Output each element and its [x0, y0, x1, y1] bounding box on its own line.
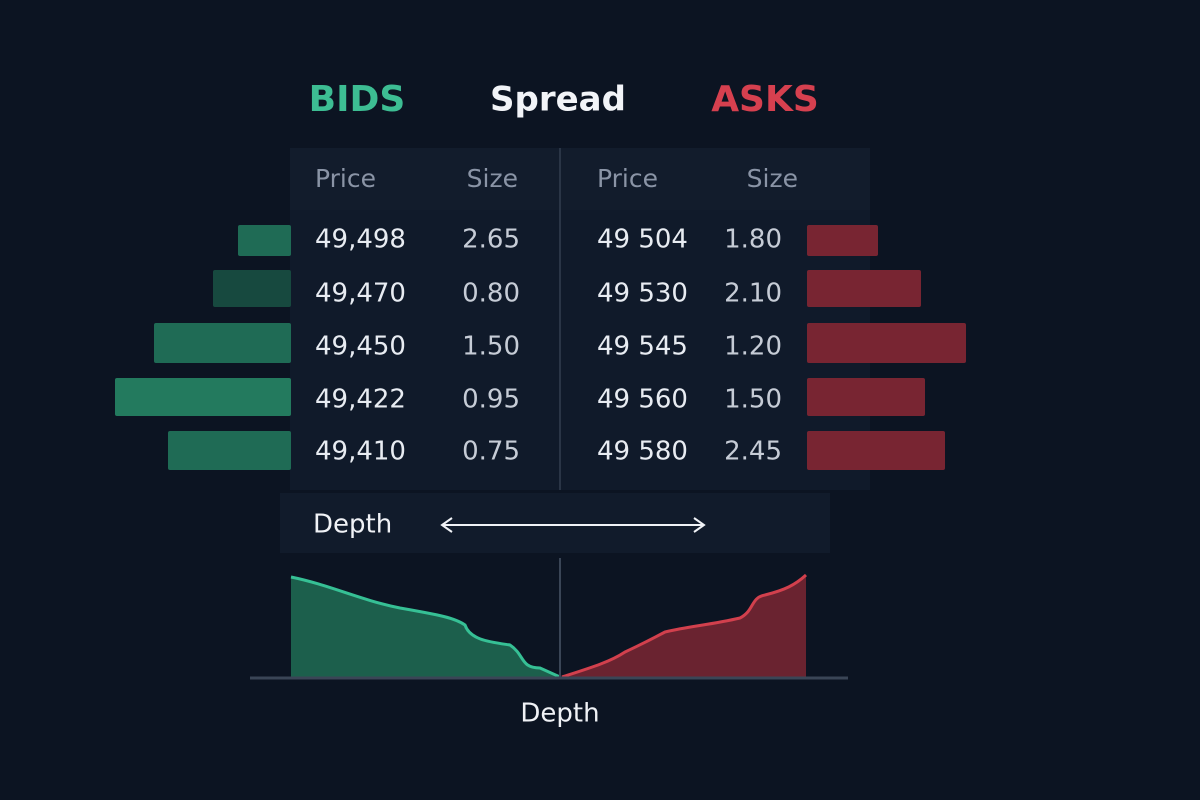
depth-label: Depth	[313, 510, 392, 540]
bid-bar	[154, 323, 291, 363]
depth-arrow	[440, 517, 706, 533]
price: 49,498	[315, 225, 406, 255]
column-header: Price	[597, 164, 658, 193]
bid-bar	[115, 378, 291, 416]
price: 49 530	[597, 279, 688, 309]
rows: 49,498 2.65 49,470 0.80 49,450 1.50 49,422 0.95…	[315, 225, 782, 467]
price: 49,470	[315, 279, 406, 309]
size: 1.20	[724, 332, 782, 362]
size: 0.80	[462, 279, 520, 309]
ask-bar	[807, 378, 925, 416]
bid-depth-area	[291, 577, 560, 677]
column-header: Size	[747, 164, 798, 193]
bid-bars	[115, 225, 291, 470]
depth-chart-label: Depth	[520, 699, 599, 729]
asks-title: ASKS	[711, 79, 819, 120]
size: 1.50	[462, 332, 520, 362]
bids-title: BIDS	[309, 79, 406, 120]
ask-bar	[807, 323, 966, 363]
size: 0.95	[462, 385, 520, 415]
size: 1.80	[724, 225, 782, 255]
ask-bars	[807, 225, 966, 470]
size: 2.65	[462, 225, 520, 255]
price: 49 504	[597, 225, 688, 255]
ask-depth-line	[561, 573, 808, 679]
bid-depth-line	[290, 575, 561, 679]
price: 49 560	[597, 385, 688, 415]
bid-bar	[238, 225, 291, 256]
size: 0.75	[462, 437, 520, 467]
ask-depth-area	[562, 575, 806, 677]
column-header: Price	[315, 164, 376, 193]
price: 49 545	[597, 332, 688, 362]
price: 49,422	[315, 385, 406, 415]
ask-bar	[807, 270, 921, 307]
depth-strip	[280, 493, 830, 553]
table-header-row	[290, 148, 870, 210]
column-header: Size	[467, 164, 518, 193]
bid-bar	[213, 270, 291, 307]
ask-bar	[807, 225, 878, 256]
size: 2.45	[724, 437, 782, 467]
ask-bar	[807, 431, 945, 470]
size: 1.50	[724, 385, 782, 415]
spread-title: Spread	[490, 80, 626, 120]
price: 49,410	[315, 437, 406, 467]
bid-bar	[168, 431, 291, 470]
price: 49 580	[597, 437, 688, 467]
size: 2.10	[724, 279, 782, 309]
price: 49,450	[315, 332, 406, 362]
